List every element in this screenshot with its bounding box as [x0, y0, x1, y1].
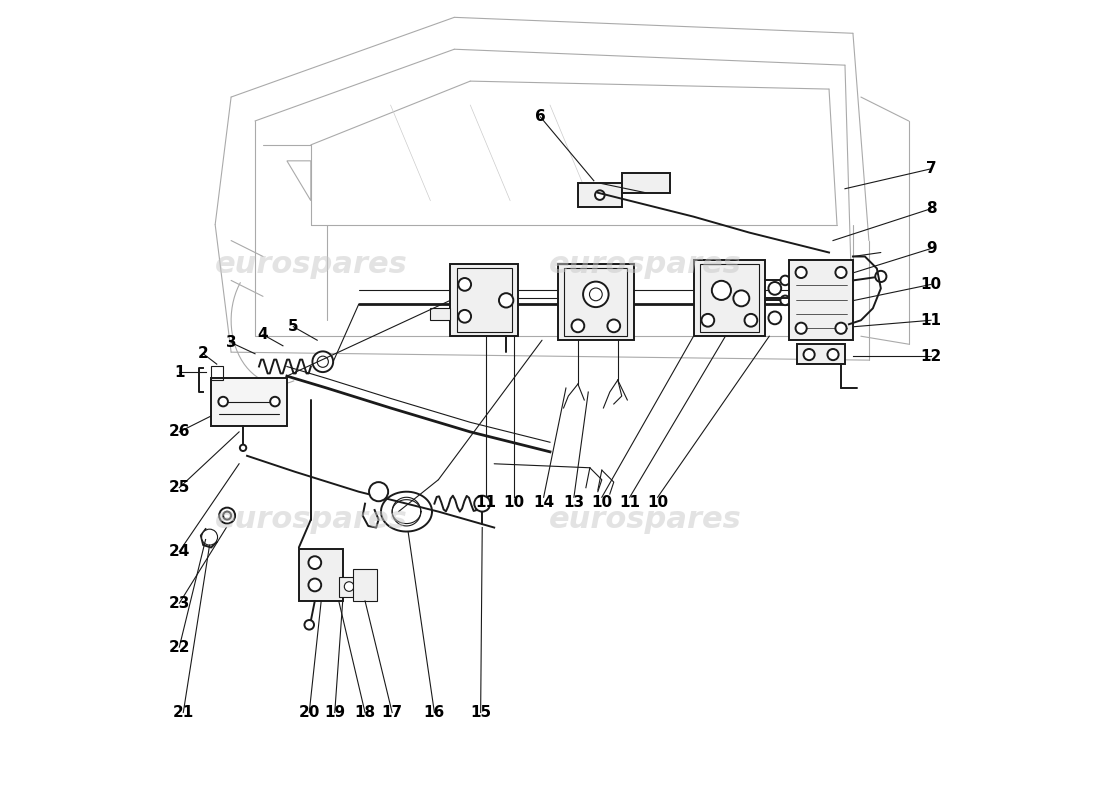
Text: eurospares: eurospares	[214, 250, 407, 279]
Text: 20: 20	[298, 705, 320, 720]
Text: 12: 12	[921, 349, 942, 364]
Text: 9: 9	[926, 241, 936, 256]
Circle shape	[219, 508, 235, 523]
Text: 14: 14	[534, 494, 554, 510]
Circle shape	[201, 529, 218, 545]
Bar	[299, 549, 343, 601]
Text: 17: 17	[382, 705, 403, 720]
Bar	[211, 378, 287, 426]
Circle shape	[876, 271, 887, 282]
Bar	[450, 265, 518, 336]
Text: 22: 22	[168, 640, 190, 654]
Circle shape	[745, 314, 757, 326]
Circle shape	[459, 310, 471, 322]
Bar	[456, 269, 512, 332]
Circle shape	[734, 290, 749, 306]
Bar	[693, 261, 766, 336]
Bar	[789, 261, 852, 340]
Circle shape	[271, 397, 279, 406]
Text: 16: 16	[424, 705, 446, 720]
Circle shape	[827, 349, 838, 360]
Text: 19: 19	[324, 705, 345, 720]
Circle shape	[474, 496, 491, 512]
Text: 7: 7	[926, 162, 936, 176]
Circle shape	[780, 295, 790, 305]
Bar	[621, 173, 670, 193]
Circle shape	[590, 288, 602, 301]
Circle shape	[835, 267, 847, 278]
Circle shape	[459, 278, 471, 290]
Circle shape	[305, 620, 314, 630]
Text: 3: 3	[226, 335, 236, 350]
Text: 10: 10	[921, 277, 942, 292]
Circle shape	[769, 311, 781, 324]
Text: 4: 4	[257, 327, 268, 342]
Circle shape	[308, 556, 321, 569]
Circle shape	[240, 445, 246, 451]
Text: 15: 15	[470, 705, 492, 720]
Circle shape	[795, 267, 806, 278]
Circle shape	[595, 190, 605, 200]
Bar	[353, 569, 377, 601]
Text: 11: 11	[921, 313, 942, 328]
Circle shape	[317, 356, 329, 367]
Text: 5: 5	[288, 319, 298, 334]
Text: 2: 2	[198, 346, 209, 362]
Text: 23: 23	[168, 596, 190, 610]
Text: eurospares: eurospares	[214, 505, 407, 534]
Bar	[339, 577, 354, 597]
Text: 6: 6	[535, 110, 546, 125]
Circle shape	[572, 319, 584, 332]
Text: 11: 11	[619, 494, 640, 510]
Circle shape	[312, 351, 333, 372]
Bar	[578, 183, 621, 207]
Bar	[700, 265, 759, 332]
Text: 24: 24	[168, 544, 190, 559]
Text: 8: 8	[926, 201, 936, 216]
Text: 10: 10	[504, 494, 525, 510]
Circle shape	[702, 314, 714, 326]
Circle shape	[835, 322, 847, 334]
Text: 10: 10	[592, 494, 613, 510]
Circle shape	[803, 349, 815, 360]
Text: 26: 26	[168, 424, 190, 439]
Bar	[430, 308, 450, 320]
Circle shape	[795, 322, 806, 334]
Circle shape	[712, 281, 732, 300]
Text: 18: 18	[354, 705, 375, 720]
Bar	[564, 269, 627, 336]
Circle shape	[769, 282, 781, 294]
Polygon shape	[798, 344, 845, 364]
Bar	[211, 366, 223, 380]
Text: 25: 25	[168, 480, 190, 495]
Circle shape	[344, 582, 354, 591]
Text: eurospares: eurospares	[549, 505, 742, 534]
Circle shape	[223, 512, 231, 519]
Text: 10: 10	[647, 494, 668, 510]
Text: 1: 1	[174, 365, 185, 379]
Text: 21: 21	[173, 705, 194, 720]
Circle shape	[780, 276, 790, 286]
Text: 13: 13	[563, 494, 584, 510]
Bar	[558, 265, 634, 340]
Circle shape	[308, 578, 321, 591]
Text: 11: 11	[475, 494, 497, 510]
Circle shape	[219, 397, 228, 406]
Circle shape	[583, 282, 608, 307]
Circle shape	[607, 319, 620, 332]
Circle shape	[499, 293, 514, 307]
Text: eurospares: eurospares	[549, 250, 742, 279]
Circle shape	[368, 482, 388, 502]
